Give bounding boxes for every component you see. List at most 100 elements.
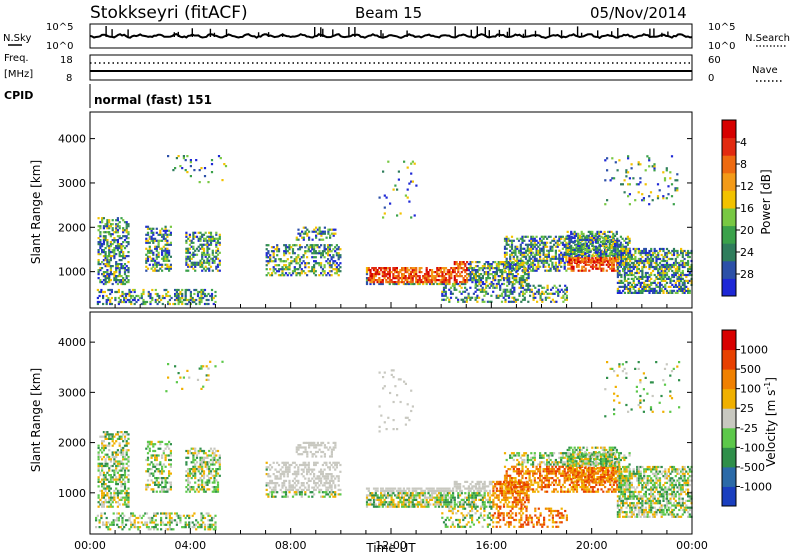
- power-cell-331: [146, 227, 150, 230]
- velocity-cell-688: [267, 495, 270, 498]
- power-cell-1291: [434, 279, 437, 282]
- velocity-cell-352: [150, 479, 153, 482]
- power-cell-1611: [511, 265, 514, 268]
- power-cell-3355: [140, 296, 143, 300]
- velocity-cell-390: [157, 486, 160, 489]
- power-cell-3513: [442, 288, 446, 291]
- power-cell-3446: [186, 288, 189, 292]
- power-cell-1862: [535, 269, 538, 272]
- power-cell-1933: [546, 245, 549, 248]
- power-cell-736: [279, 268, 282, 271]
- power-cell-3733: [558, 290, 561, 293]
- power-cell-143: [111, 282, 114, 286]
- power-cell-1274: [429, 279, 432, 282]
- power-cell-1035: [329, 228, 332, 231]
- power-cell-2111: [579, 269, 582, 272]
- velocity-cell-920: [321, 473, 324, 476]
- velocity-cell-762: [284, 488, 288, 491]
- power-cell-217: [118, 263, 121, 266]
- power-cell-3393: [163, 296, 166, 300]
- power-cell-1953: [551, 265, 554, 268]
- velocity-cell-468: [169, 454, 172, 457]
- velocity-cell-966: [330, 477, 333, 480]
- power-cell-2418: [568, 256, 571, 259]
- velocity-cell-859: [307, 495, 310, 498]
- power-cell-1439: [471, 277, 474, 280]
- power-cell-2910: [644, 283, 647, 286]
- power-cell-2929: [646, 261, 649, 265]
- velocity-cell-807: [293, 461, 296, 464]
- power-cell-2699: [616, 247, 619, 251]
- power-cell-1735: [514, 267, 517, 270]
- power-cell-3709: [544, 290, 547, 293]
- velocity-cell-338: [146, 452, 150, 455]
- velocity-cell-420: [161, 456, 164, 459]
- velocity-cell-997: [339, 493, 342, 496]
- power-cell-939: [330, 266, 333, 269]
- velocity-cell-891: [314, 484, 317, 487]
- power-cell-3111: [669, 279, 672, 282]
- velocity-cell-571: [201, 463, 204, 466]
- power-cell-1926: [546, 269, 549, 272]
- velocity-cell-437: [164, 465, 167, 468]
- velocity-cell-841: [302, 475, 305, 478]
- power-cell-1028: [323, 226, 326, 229]
- power-cell-1569: [502, 277, 506, 280]
- velocity-cell-457: [168, 454, 171, 457]
- power-cell-841: [306, 244, 309, 247]
- velocity-cell-50: [102, 505, 105, 508]
- velocity-cell-658: [215, 461, 218, 464]
- power-cell-3674: [527, 284, 530, 287]
- power-cell-1740: [514, 249, 517, 252]
- power-cell-3199: [681, 291, 684, 294]
- power-cell-1582: [506, 277, 509, 280]
- power-cell-622: [208, 231, 211, 234]
- power-cell-240: [120, 249, 123, 252]
- power-cell-2437: [570, 236, 573, 239]
- velocity-cell-999: [339, 470, 342, 473]
- power-cell-1350: [448, 269, 451, 272]
- velocity-cell-115: [108, 480, 111, 483]
- power-cell-1695: [505, 243, 508, 246]
- power-cell-1107: [383, 277, 386, 280]
- power-cell-3377: [151, 288, 154, 292]
- power-cell-3085: [665, 273, 669, 277]
- velocity-cell-771: [286, 488, 289, 491]
- power-cell-3398: [167, 302, 170, 306]
- power-cell-1616: [513, 275, 516, 278]
- power-cell-2954: [650, 283, 653, 286]
- power-cell-2793: [629, 255, 632, 259]
- power-cell-123: [108, 225, 111, 228]
- power-cell-1325: [443, 279, 446, 282]
- power-cell-1152: [395, 277, 398, 280]
- velocity-cell-52: [102, 501, 105, 504]
- velocity-cell-335: [146, 463, 150, 466]
- power-cell-357: [152, 259, 155, 262]
- power-cell-3420: [177, 298, 180, 302]
- power-cell-3409: [174, 294, 177, 298]
- power-cell-3897: [674, 187, 677, 190]
- power-cell-1737: [514, 259, 517, 262]
- power-cell-421: [162, 255, 165, 258]
- power-cell-1872: [535, 239, 538, 242]
- power-cell-2867: [639, 281, 642, 284]
- power-cell-2715: [620, 291, 623, 294]
- power-cell-1960: [551, 245, 554, 248]
- power-cell-3790: [385, 196, 388, 199]
- velocity-cell-344: [148, 472, 151, 475]
- power-cell-716: [274, 268, 277, 271]
- power-cell-544: [195, 253, 199, 256]
- velocity-cell-201: [116, 471, 119, 474]
- power-cell-2131: [581, 243, 584, 246]
- velocity-cell-44: [101, 451, 104, 454]
- frequency-left-label-2: [MHz]: [4, 69, 33, 80]
- power-cell-3334: [128, 290, 131, 294]
- power-cell-1354: [450, 271, 453, 274]
- velocity-cell-981: [334, 484, 337, 487]
- power-cell-388: [155, 227, 158, 230]
- power-cell-442: [164, 229, 167, 232]
- velocity-cell-95: [106, 492, 109, 495]
- velocity-cell-279: [123, 458, 127, 461]
- power-cell-2164: [588, 263, 591, 266]
- velocity-cell-578: [202, 486, 206, 489]
